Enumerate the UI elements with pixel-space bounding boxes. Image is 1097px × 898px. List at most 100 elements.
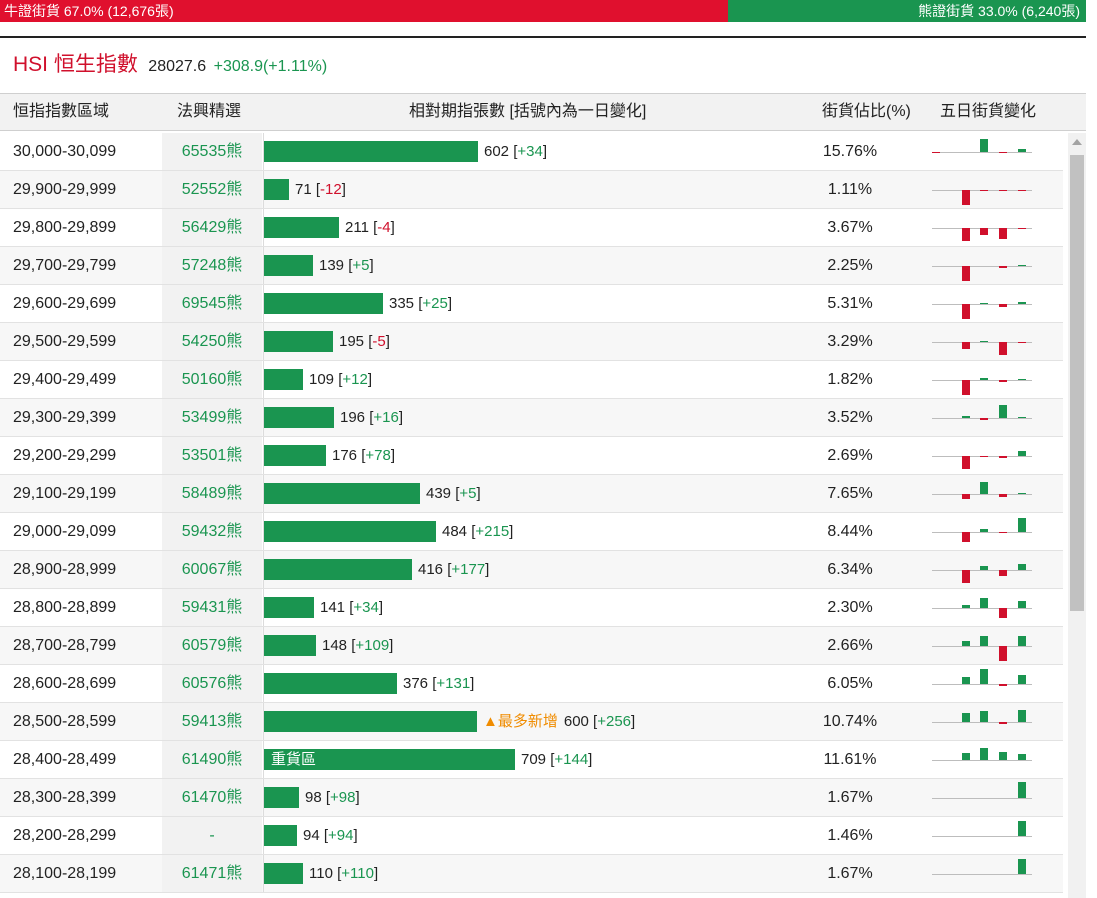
contracts-change: +131 [436, 675, 471, 692]
warrant-code-link[interactable]: 52552熊 [162, 171, 262, 208]
warrant-code-link[interactable]: 59413熊 [162, 703, 262, 740]
warrant-code-link[interactable]: 53501熊 [162, 437, 262, 474]
share-pct-cell: 2.66% [827, 637, 873, 654]
scrollbar-thumb[interactable] [1070, 155, 1084, 611]
contracts-qty: 600 [563, 713, 589, 730]
mini-chart-bar [962, 532, 970, 542]
warrant-code-link[interactable]: 59432熊 [162, 513, 262, 550]
index-change: +308.9(+1.11%) [213, 58, 328, 75]
mini-chart-baseline [932, 532, 1032, 533]
column-header-pct: 街貨佔比(%) [822, 103, 911, 120]
warrant-code-link[interactable]: 60067熊 [162, 551, 262, 588]
contracts-bar: 重貨區 [264, 749, 515, 770]
contracts-bar [264, 255, 313, 276]
table-row[interactable]: 29,100-29,199 58489熊 439 [+5] 7.65% [0, 475, 1063, 513]
contracts-label: 439 [+5] [426, 485, 481, 502]
table-row[interactable]: 28,500-28,599 59413熊 ▲最多新增 600 [+256] 10.74% [0, 703, 1063, 741]
table-row[interactable]: 29,600-29,699 69545熊 335 [+25] 5.31% [0, 285, 1063, 323]
table-row[interactable]: 29,500-29,599 54250熊 195 [-5] 3.29% [0, 323, 1063, 361]
contracts-cell: 98 [+98] [263, 779, 360, 816]
bear-share-segment: 熊證街貨 33.0% (6,240張) [728, 0, 1086, 22]
warrant-code-link[interactable]: 57248熊 [162, 247, 262, 284]
five-day-mini-chart [932, 627, 1032, 664]
warrant-code-link[interactable]: - [162, 817, 262, 854]
warrant-code-link[interactable]: 65535熊 [162, 133, 262, 170]
contracts-qty: 71 [295, 181, 312, 198]
mini-chart-bar [962, 605, 970, 608]
warrant-code-link[interactable]: 61471熊 [162, 855, 262, 892]
mini-chart-bar [1018, 451, 1026, 456]
table-row[interactable]: 28,600-28,699 60576熊 376 [+131] 6.05% [0, 665, 1063, 703]
index-range-cell: 28,900-28,999 [13, 561, 117, 578]
contracts-cell: 141 [+34] [263, 589, 383, 626]
warrant-code-link[interactable]: 50160熊 [162, 361, 262, 398]
mini-chart-bar [1018, 564, 1026, 570]
table-row[interactable]: 29,900-29,999 52552熊 71 [-12] 1.11% [0, 171, 1063, 209]
table-row[interactable]: 29,400-29,499 50160熊 109 [+12] 1.82% [0, 361, 1063, 399]
table-row[interactable]: 28,900-28,999 60067熊 416 [+177] 6.34% [0, 551, 1063, 589]
mini-chart-bar [980, 139, 988, 152]
contracts-change: +16 [373, 409, 399, 426]
contracts-cell: ▲最多新增 600 [+256] [263, 703, 635, 740]
mini-chart-bar [1018, 493, 1026, 494]
table-row[interactable]: 29,000-29,099 59432熊 484 [+215] 8.44% [0, 513, 1063, 551]
table-row[interactable]: 29,200-29,299 53501熊 176 [+78] 2.69% [0, 437, 1063, 475]
vertical-scrollbar[interactable] [1068, 133, 1086, 898]
mini-chart-bar [999, 684, 1007, 686]
contracts-label: 484 [+215] [442, 523, 514, 540]
table-row[interactable]: 29,700-29,799 57248熊 139 [+5] 2.25% [0, 247, 1063, 285]
share-pct-cell: 1.82% [827, 371, 873, 388]
five-day-mini-chart [932, 437, 1032, 474]
table-row[interactable]: 28,800-28,899 59431熊 141 [+34] 2.30% [0, 589, 1063, 627]
contracts-bar [264, 559, 412, 580]
table-row[interactable]: 28,200-28,299 - 94 [+94] 1.46% [0, 817, 1063, 855]
contracts-bar [264, 483, 420, 504]
warrant-code-link[interactable]: 69545熊 [162, 285, 262, 322]
warrant-code-link[interactable]: 53499熊 [162, 399, 262, 436]
mini-chart-bar [962, 753, 970, 760]
share-pct-cell: 7.65% [827, 485, 873, 502]
contracts-cell: 335 [+25] [263, 285, 452, 322]
share-pct-cell: 2.25% [827, 257, 873, 274]
contracts-bar [264, 179, 289, 200]
table-row[interactable]: 30,000-30,099 65535熊 602 [+34] 15.76% [0, 133, 1063, 171]
bull-bear-ratio-bar: 牛證街貨 67.0% (12,676張) 熊證街貨 33.0% (6,240張) [0, 0, 1086, 22]
table-row[interactable]: 29,300-29,399 53499熊 196 [+16] 3.52% [0, 399, 1063, 437]
index-range-cell: 29,300-29,399 [13, 409, 117, 426]
warrant-code-link[interactable]: 60576熊 [162, 665, 262, 702]
mini-chart-bar [980, 748, 988, 760]
contracts-change: +5 [352, 257, 370, 274]
contracts-qty: 376 [403, 675, 429, 692]
mini-chart-bar [1018, 417, 1026, 418]
warrant-code-link[interactable]: 61490熊 [162, 741, 262, 778]
contracts-qty: 148 [322, 637, 348, 654]
contracts-change: +25 [422, 295, 448, 312]
table-row[interactable]: 28,700-28,799 60579熊 148 [+109] 2.66% [0, 627, 1063, 665]
share-pct-cell: 3.29% [827, 333, 873, 350]
heavy-zone-label: 重貨區 [271, 751, 317, 768]
contracts-label: 110 [+110] [309, 865, 379, 882]
contracts-label: 109 [+12] [309, 371, 372, 388]
table-row[interactable]: 29,800-29,899 56429熊 211 [-4] 3.67% [0, 209, 1063, 247]
mini-chart-bar [980, 669, 988, 684]
mini-chart-bar [980, 418, 988, 420]
warrant-code-link[interactable]: 58489熊 [162, 475, 262, 512]
warrant-code-link[interactable]: 60579熊 [162, 627, 262, 664]
warrant-code-link[interactable]: 59431熊 [162, 589, 262, 626]
mini-chart-baseline [932, 266, 1032, 267]
mini-chart-bar [999, 342, 1007, 355]
warrant-code-link[interactable]: 56429熊 [162, 209, 262, 246]
column-header-five-day: 五日街貨變化 [940, 103, 1037, 120]
contracts-qty: 94 [303, 827, 320, 844]
warrant-code-link[interactable]: 54250熊 [162, 323, 262, 360]
contracts-label: 195 [-5] [339, 333, 390, 350]
warrant-code-link[interactable]: 61470熊 [162, 779, 262, 816]
index-range-cell: 29,100-29,199 [13, 485, 117, 502]
scroll-up-arrow-icon[interactable] [1072, 139, 1082, 145]
table-row[interactable]: 28,400-28,499 61490熊 重貨區 709 [+144] 11.61% [0, 741, 1063, 779]
contracts-change: +98 [330, 789, 356, 806]
five-day-mini-chart [932, 285, 1032, 322]
bull-share-segment: 牛證街貨 67.0% (12,676張) [0, 0, 728, 22]
table-row[interactable]: 28,300-28,399 61470熊 98 [+98] 1.67% [0, 779, 1063, 817]
table-row[interactable]: 28,100-28,199 61471熊 110 [+110] 1.67% [0, 855, 1063, 893]
